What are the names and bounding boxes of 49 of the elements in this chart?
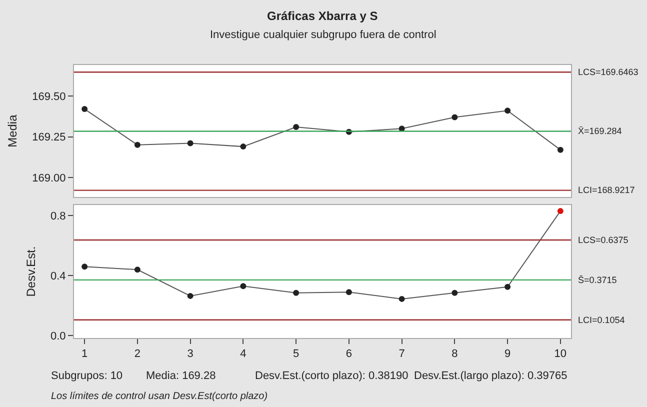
x-tick-label: 4 bbox=[240, 348, 246, 360]
point bbox=[187, 140, 194, 146]
ref-line-label: LCI=168.9217 bbox=[578, 185, 635, 195]
point bbox=[187, 292, 194, 299]
chart-subtitle: Investigue cualquier subgrupo fuera de control bbox=[210, 29, 436, 41]
point bbox=[293, 290, 300, 296]
y-tick-label: 0.8 bbox=[50, 210, 66, 222]
point bbox=[82, 106, 88, 112]
point bbox=[557, 208, 564, 214]
text: Desv.Est.(corto plazo): 0.38190 bbox=[255, 370, 408, 382]
point bbox=[504, 108, 511, 114]
point bbox=[504, 284, 511, 290]
y-axis-title: Desv.Est. bbox=[24, 246, 38, 297]
x-tick-label: 6 bbox=[346, 348, 352, 360]
point bbox=[134, 142, 140, 148]
point bbox=[82, 264, 88, 270]
text: Los límites de control usan Desv.Est(corto plazo) bbox=[51, 391, 268, 402]
text: Desv.Est.(largo plazo): 0.39765 bbox=[414, 370, 568, 382]
x-tick-label: 3 bbox=[187, 348, 194, 360]
x-tick-label: 9 bbox=[504, 348, 511, 360]
point bbox=[240, 144, 246, 150]
y-tick-label: 169.00 bbox=[32, 172, 66, 184]
point bbox=[240, 283, 246, 290]
y-tick-label: 169.25 bbox=[32, 132, 66, 144]
x-tick-label: 5 bbox=[292, 348, 300, 360]
point bbox=[293, 124, 300, 130]
text: Subgrupos: 10 bbox=[51, 370, 123, 382]
y-tick-label: 169.50 bbox=[32, 90, 66, 103]
point bbox=[557, 146, 564, 153]
point bbox=[452, 290, 458, 296]
ref-line-label: S̄=0.3715 bbox=[578, 275, 617, 285]
point bbox=[452, 114, 458, 120]
ref-line-label: LCS=169.6463 bbox=[578, 67, 638, 77]
y-axis-title: Media bbox=[5, 114, 20, 148]
point bbox=[134, 266, 140, 273]
point bbox=[346, 289, 352, 296]
x-tick-label: 7 bbox=[398, 348, 405, 360]
ref-line-label: LCI=0.1054 bbox=[578, 315, 625, 325]
x-tick-label: 8 bbox=[452, 348, 458, 360]
point bbox=[398, 296, 405, 302]
x-tick-label: 1 bbox=[82, 348, 88, 360]
x-tick-label: 10 bbox=[554, 348, 567, 360]
ref-line-label: X̄=169.284 bbox=[578, 126, 622, 136]
text: Media: 169.28 bbox=[146, 370, 216, 382]
y-tick-label: 0.4 bbox=[50, 270, 66, 283]
chart-title: Gráficas Xbarra y S bbox=[267, 9, 378, 23]
y-tick-label: 0.0 bbox=[50, 330, 66, 343]
x-tick-label: 2 bbox=[134, 348, 141, 360]
ref-line-label: LCS=0.6375 bbox=[578, 235, 628, 245]
